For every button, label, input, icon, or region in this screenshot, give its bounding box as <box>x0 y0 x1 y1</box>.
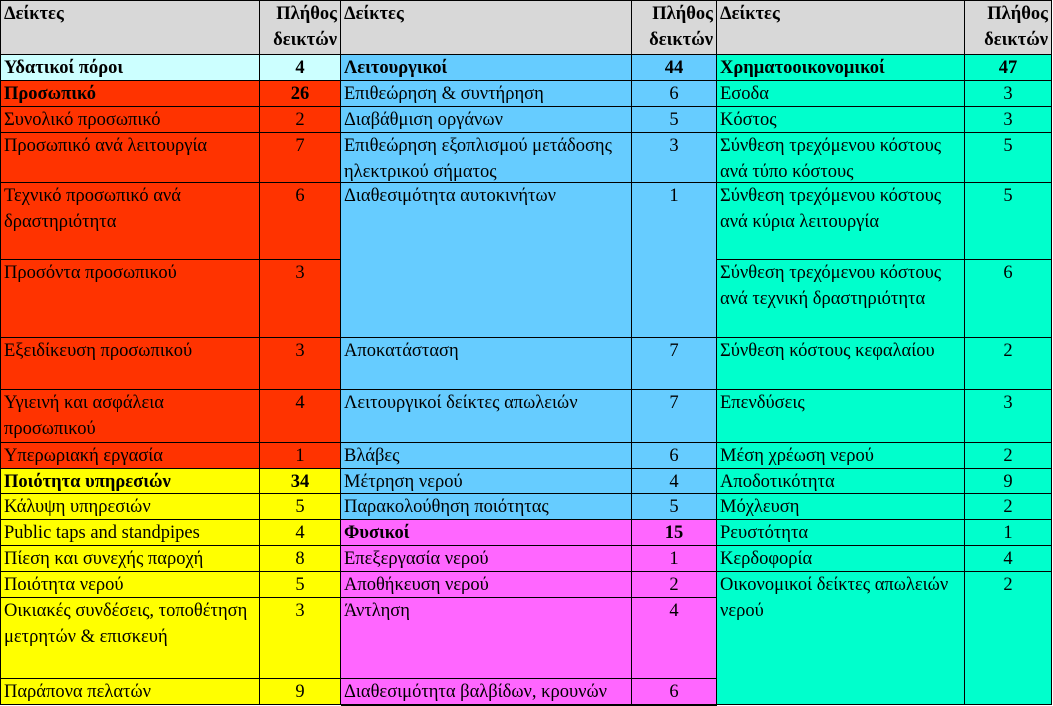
indicator-label: Διαθεσιμότητα αυτοκινήτων <box>341 183 632 338</box>
category-count: 15 <box>632 520 717 546</box>
indicator-count: 3 <box>260 338 341 390</box>
indicator-label: Εσοδα <box>717 81 965 107</box>
indicator-count: 9 <box>965 469 1052 494</box>
category-title: Χρηματοοικονομικοί <box>717 55 965 81</box>
indicator-count: 4 <box>632 469 717 494</box>
indicator-count: 6 <box>260 183 341 260</box>
indicator-count: 6 <box>632 81 717 107</box>
indicator-label: Ρευστότητα <box>717 520 965 546</box>
indicator-label: Προσωπικό ανά λειτουργία <box>0 133 260 183</box>
indicator-label: Μόχλευση <box>717 494 965 520</box>
indicator-count: 5 <box>965 183 1052 260</box>
indicator-label: Επιθεώρηση & συντήρηση <box>341 81 632 107</box>
indicator-label: Διαθεσιμότητα βαλβίδων, κρουνών και μετρ… <box>341 679 632 705</box>
indicator-count: 1 <box>965 520 1052 546</box>
indicator-label: Παράπονα πελατών <box>0 679 260 705</box>
indicator-label: Σύνθεση κόστους κεφαλαίου <box>717 338 965 390</box>
indicator-count: 4 <box>260 520 341 546</box>
indicator-label: Ποιότητα νερού <box>0 572 260 598</box>
category-count: 26 <box>260 81 341 107</box>
indicator-count: 5 <box>965 133 1052 183</box>
indicator-count: 7 <box>632 338 717 390</box>
indicator-label: Προσόντα προσωπικού <box>0 260 260 338</box>
column-header-count: Πλήθος δεικτών <box>965 0 1052 55</box>
category-count: 34 <box>260 469 341 494</box>
indicator-label: Μέτρηση νερού <box>341 469 632 494</box>
indicator-count: 6 <box>632 679 717 705</box>
indicator-count: 3 <box>965 107 1052 133</box>
indicator-count: 6 <box>965 260 1052 338</box>
indicator-label: Πίεση και συνεχής παροχή <box>0 546 260 572</box>
category-title: Λειτουργικοί <box>341 55 632 81</box>
indicator-count: 4 <box>632 598 717 679</box>
indicator-count: 2 <box>965 494 1052 520</box>
column-header-count: Πλήθος δεικτών <box>632 0 717 55</box>
indicator-count: 3 <box>632 133 717 183</box>
indicator-count: 5 <box>632 494 717 520</box>
indicator-count: 4 <box>965 546 1052 572</box>
indicator-label: Επενδύσεις <box>717 390 965 443</box>
indicator-label: Σύνθεση τρεχόμενου κόστους ανά τύπο κόστ… <box>717 133 965 183</box>
indicator-label: Διαβάθμιση οργάνων <box>341 107 632 133</box>
indicator-label: Συνολικό προσωπικό <box>0 107 260 133</box>
indicator-label: Άντληση <box>341 598 632 679</box>
column-header-label: Δείκτες <box>717 0 965 55</box>
indicator-label: Οικονομικοί δείκτες απωλειών νερού <box>717 572 965 705</box>
indicator-label: Λειτουργικοί δείκτες απωλειών <box>341 390 632 443</box>
indicator-count: 1 <box>260 443 341 469</box>
indicator-label: Σύνθεση τρεχόμενου κόστους ανά κύρια λει… <box>717 183 965 260</box>
indicator-count: 3 <box>965 390 1052 443</box>
category-title: Υδατικοί πόροι <box>0 55 260 81</box>
category-title: Ποιότητα υπηρεσιών <box>0 469 260 494</box>
indicator-count: 2 <box>965 572 1052 705</box>
category-count: 47 <box>965 55 1052 81</box>
indicator-label: Επεξεργασία νερού <box>341 546 632 572</box>
column-header-label: Δείκτες <box>0 0 260 55</box>
indicator-count: 5 <box>632 107 717 133</box>
indicator-count: 1 <box>632 183 717 338</box>
category-title: Φυσικοί <box>341 520 632 546</box>
indicator-label: Υπερωριακή εργασία <box>0 443 260 469</box>
indicator-count: 5 <box>260 572 341 598</box>
indicator-count: 3 <box>260 260 341 338</box>
indicator-label: Κερδοφορία <box>717 546 965 572</box>
indicator-count: 7 <box>260 133 341 183</box>
column-header-count: Πλήθος δεικτών <box>260 0 341 55</box>
indicator-count: 7 <box>632 390 717 443</box>
category-count: 44 <box>632 55 717 81</box>
indicator-count: 6 <box>632 443 717 469</box>
category-title: Προσωπικό <box>0 81 260 107</box>
indicator-label: Public taps and standpipes <box>0 520 260 546</box>
indicator-label: Κάλυψη υπηρεσιών <box>0 494 260 520</box>
indicator-label: Κόστος <box>717 107 965 133</box>
indicator-label: Επιθεώρηση εξοπλισμού μετάδοσης ηλεκτρικ… <box>341 133 632 183</box>
indicator-count: 2 <box>965 338 1052 390</box>
indicator-count: 2 <box>965 443 1052 469</box>
indicator-count: 9 <box>260 679 341 705</box>
indicator-label: Αποκατάσταση <box>341 338 632 390</box>
column-header-label: Δείκτες <box>341 0 632 55</box>
indicator-count: 2 <box>260 107 341 133</box>
indicator-count: 4 <box>260 390 341 443</box>
indicator-count: 3 <box>965 81 1052 107</box>
indicator-label: Σύνθεση τρεχόμενου κόστους ανά τεχνική δ… <box>717 260 965 338</box>
indicator-label: Μέση χρέωση νερού <box>717 443 965 469</box>
indicator-label: Οικιακές συνδέσεις, τοποθέτηση μετρητών … <box>0 598 260 679</box>
indicator-label: Αποδοτικότητα <box>717 469 965 494</box>
indicator-count: 8 <box>260 546 341 572</box>
indicator-count: 2 <box>632 572 717 598</box>
indicator-label: Βλάβες <box>341 443 632 469</box>
indicator-count: 1 <box>632 546 717 572</box>
indicator-count: 5 <box>260 494 341 520</box>
indicator-label: Τεχνικό προσωπικό ανά δραστηριότητα <box>0 183 260 260</box>
category-count: 4 <box>260 55 341 81</box>
indicator-label: Αποθήκευση νερού <box>341 572 632 598</box>
indicator-count: 3 <box>260 598 341 679</box>
indicator-label: Παρακολούθηση ποιότητας <box>341 494 632 520</box>
indicator-label: Υγιεινή και ασφάλεια προσωπικού <box>0 390 260 443</box>
indicator-label: Εξειδίκευση προσωπικού <box>0 338 260 390</box>
